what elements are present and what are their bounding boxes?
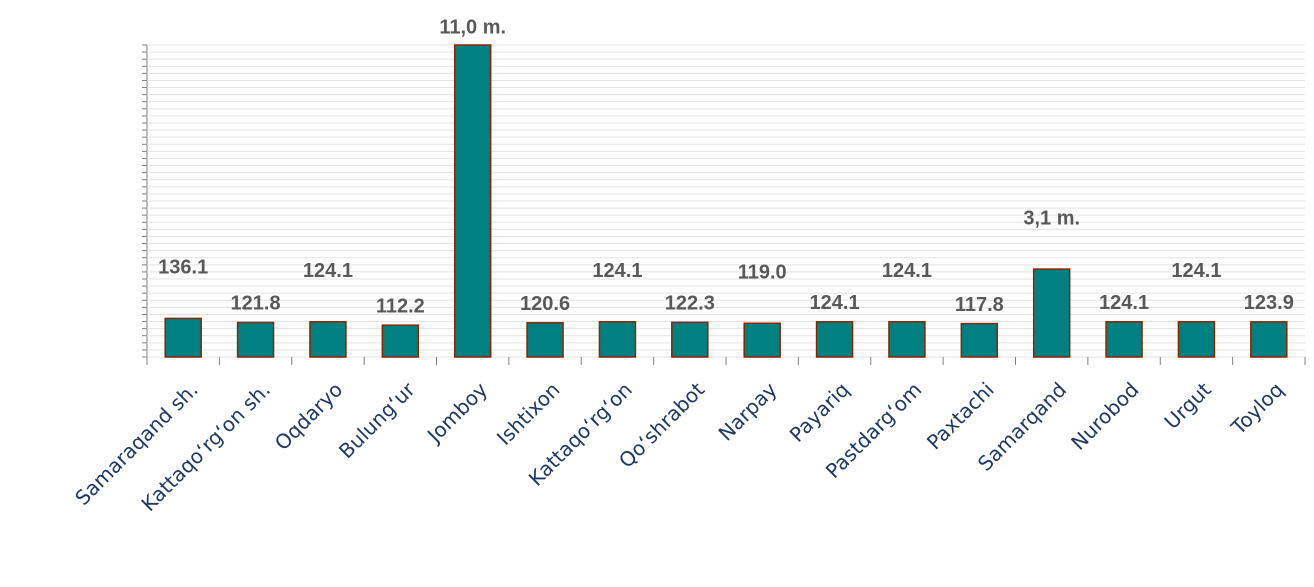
bar [743,322,781,358]
value-label: 124.1 [592,260,642,282]
x-tick-label: Samaraqand sh. [70,377,202,509]
x-tick-label: Urgut [1159,377,1215,433]
bar [671,321,709,358]
bar [164,317,202,358]
value-label: 136.1 [158,257,208,279]
value-label: 11,0 m. [439,16,506,38]
bar [960,322,999,358]
value-label: 123.9 [1244,292,1294,314]
x-tick-label: Nurobod [1066,377,1143,454]
bar [815,321,854,358]
bar [1250,321,1288,358]
x-tick-label: Toyloq [1226,377,1289,440]
bar [888,321,926,358]
value-label: 121.8 [231,293,281,315]
bar [453,44,492,358]
value-label: 124.1 [810,292,860,314]
value-label: 124.1 [303,260,353,282]
value-label: 120.6 [520,293,570,315]
bar [526,322,564,358]
x-tick-label: Paxtachi [922,377,999,454]
x-tick-label: Payariq [785,377,854,446]
value-label: 3,1 m. [1023,207,1080,229]
x-tick-label: Ishtixon [492,377,565,450]
x-tick-label: Jomboy [421,377,492,448]
bar [598,321,637,358]
x-tick-label: Narpay [714,377,782,445]
bar [309,321,347,358]
value-label: 122.3 [665,293,715,315]
value-label: 117.8 [955,294,1004,316]
bar [1177,321,1216,358]
x-tick-label: Bulung‘ur [334,377,420,463]
value-label: 119.0 [738,262,787,284]
value-label: 112.2 [376,295,425,317]
bar [381,324,420,358]
bar [236,321,275,358]
bar [1105,321,1143,358]
value-label: 124.1 [1099,292,1149,314]
value-label: 124.1 [1171,260,1221,282]
value-label: 124.1 [882,260,932,282]
bar [1032,268,1071,358]
x-tick-label: Kattaqo‘rg‘on sh. [136,377,275,516]
